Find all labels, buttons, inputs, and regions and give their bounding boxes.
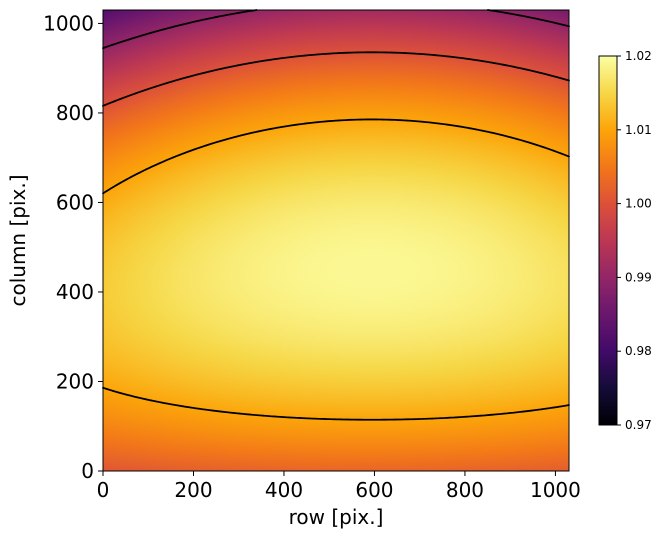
colorbar-tick-label: 0.98 xyxy=(625,344,652,358)
y-tick-label: 400 xyxy=(56,280,94,304)
y-tick-label: 800 xyxy=(56,101,94,125)
x-tick-label: 0 xyxy=(97,478,110,502)
x-tick-label: 600 xyxy=(355,478,393,502)
colorbar-tick-label: 0.99 xyxy=(625,270,652,284)
contour-line-1 xyxy=(102,51,570,107)
plot-area xyxy=(103,10,569,471)
x-tick-label: 200 xyxy=(174,478,212,502)
y-axis: 0 200 400 600 800 1000 xyxy=(43,11,103,483)
contour-line-0_99 xyxy=(102,9,570,49)
y-tick-label: 0 xyxy=(81,459,94,483)
colorbar-gradient xyxy=(599,56,617,425)
x-tick-label: 800 xyxy=(446,478,484,502)
y-tick-label: 1000 xyxy=(43,11,94,35)
x-tick-label: 1000 xyxy=(530,478,581,502)
y-tick-label: 600 xyxy=(56,190,94,214)
y-tick-label: 200 xyxy=(56,369,94,393)
plot-frame xyxy=(102,9,570,472)
contour-line-1_01 xyxy=(102,118,570,421)
colorbar-tick-label: 1.01 xyxy=(625,123,652,137)
colorbar-tick-label: 1.02 xyxy=(625,49,652,63)
x-axis: 0 200 400 600 800 1000 xyxy=(97,471,581,502)
y-axis-label: column [pix.] xyxy=(6,174,30,306)
x-tick-label: 400 xyxy=(265,478,303,502)
heatmap-image xyxy=(103,10,569,471)
x-axis-label: row [pix.] xyxy=(289,505,384,529)
contour-lines xyxy=(102,9,570,421)
colorbar-frame xyxy=(598,55,618,426)
colorbar-tick-label: 1.00 xyxy=(625,197,652,211)
colorbar-tick-label: 0.97 xyxy=(625,418,652,432)
colorbar: 0.97 0.98 0.99 1.00 1.01 1.02 xyxy=(598,49,652,432)
